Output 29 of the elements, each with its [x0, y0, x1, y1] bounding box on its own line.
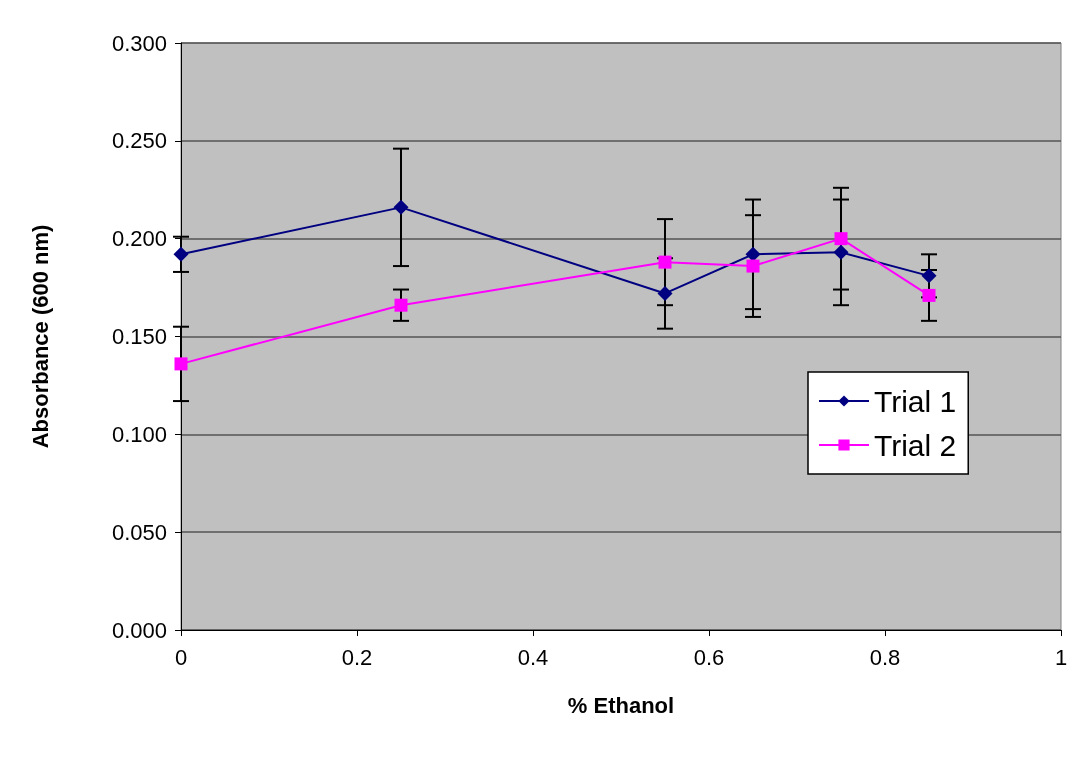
point: [921, 268, 937, 284]
legend-label: Trial 2: [874, 428, 957, 462]
point: [393, 199, 409, 215]
x-tick-label: 0.6: [693, 644, 725, 670]
point: [394, 298, 408, 312]
point: [174, 357, 188, 371]
y-tick-label: 0.200: [111, 226, 167, 252]
y-axis-title: Absorbance (600 nm): [27, 224, 53, 449]
point: [833, 244, 849, 260]
x-tick-label: 1: [1054, 644, 1068, 670]
point: [745, 246, 761, 262]
point: [922, 288, 936, 302]
x-tick-label: 0.2: [341, 644, 373, 670]
y-tick-label: 0.150: [111, 324, 167, 349]
legend-label: Trial 1: [874, 384, 957, 418]
x-tick-label: 0: [174, 644, 188, 670]
y-tick-label: 0.300: [111, 30, 167, 56]
x-tick-label: 0.8: [869, 644, 901, 670]
point: [746, 259, 760, 273]
point: [658, 255, 672, 269]
y-tick-label: 0.250: [111, 128, 167, 154]
point: [657, 285, 673, 301]
x-tick-label: 0.4: [517, 644, 549, 670]
x-axis-title: % Ethanol: [567, 692, 675, 718]
y-tick-label: 0.100: [111, 421, 167, 447]
point: [834, 232, 848, 246]
y-tick-label: 0.000: [111, 617, 167, 643]
y-tick-label: 0.050: [111, 519, 167, 545]
point: [173, 246, 189, 262]
